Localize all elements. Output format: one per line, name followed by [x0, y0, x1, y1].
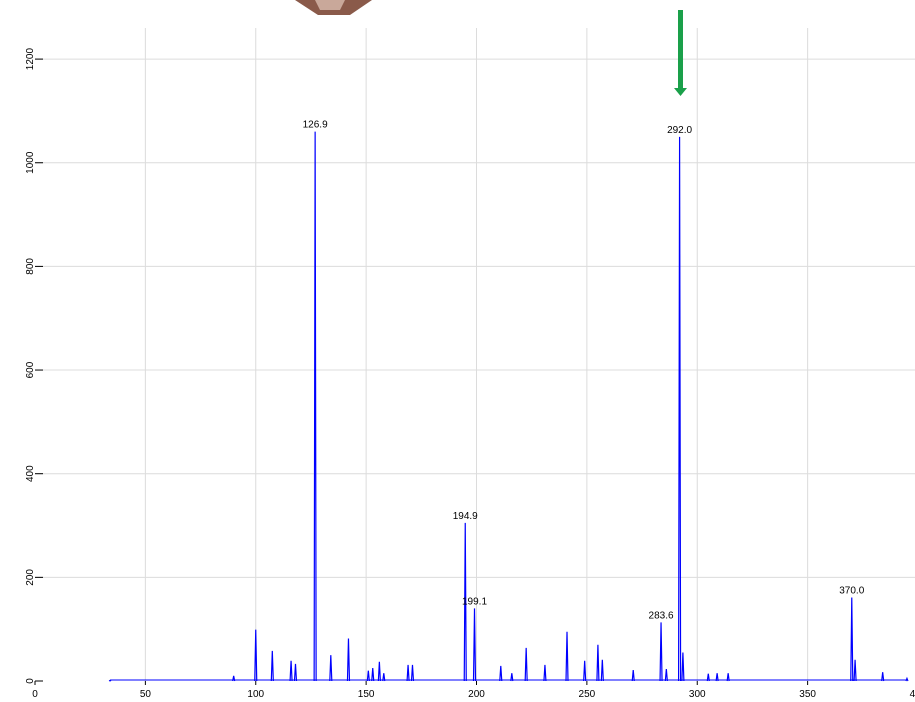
peak: [726, 673, 730, 682]
peak: [543, 664, 547, 682]
arrow-shaft: [678, 10, 683, 88]
peak-label: 283.6: [649, 610, 674, 621]
x-tick-label: 250: [579, 689, 596, 700]
y-tick-label: 0: [25, 678, 36, 684]
peak: [706, 673, 710, 682]
peak: [410, 664, 415, 682]
x-tick-label: 50: [140, 689, 152, 700]
photo-fragment: [315, 0, 345, 10]
peak: [905, 676, 909, 682]
x-tick-label: 400: [910, 689, 915, 700]
peak: [366, 670, 370, 682]
peak: [254, 629, 258, 682]
peak: [499, 665, 503, 682]
peak-label: 194.9: [453, 511, 478, 522]
peak: [289, 660, 293, 682]
y-tick-label: 1200: [25, 48, 36, 71]
peak: [715, 673, 719, 682]
peak: [406, 664, 410, 682]
x-tick-label: 350: [799, 689, 816, 700]
peak: [600, 659, 604, 682]
peak: [583, 660, 587, 682]
x-tick-label: 200: [468, 689, 485, 700]
peak-label: 370.0: [839, 586, 864, 597]
y-tick-label: 200: [25, 569, 36, 586]
peak: [664, 669, 668, 682]
peak: [659, 622, 663, 682]
peak: [108, 679, 112, 682]
peak-label: 126.9: [303, 120, 328, 131]
peak: [881, 672, 885, 682]
peak: [596, 644, 600, 682]
y-tick-label: 400: [25, 465, 36, 482]
peak: [377, 661, 381, 682]
peak: [565, 631, 569, 682]
marks: 126.9 194.9 199.1 283.6 292.0 370.0: [108, 120, 909, 682]
peak: [313, 131, 317, 682]
peak: [329, 655, 333, 682]
x-tick-label: 100: [247, 689, 264, 700]
peak-label: 199.1: [462, 596, 487, 607]
peak: [270, 650, 274, 682]
x-tick-label: 0: [32, 689, 38, 700]
peak: [524, 647, 528, 682]
peak-label: 292.0: [667, 125, 692, 136]
peak: [346, 638, 351, 682]
arrow-head: [674, 88, 687, 96]
peak: [382, 673, 386, 682]
x-tick-label: 300: [689, 689, 706, 700]
y-tick-label: 1000: [25, 151, 36, 174]
peak: [631, 670, 635, 682]
peak: [677, 136, 682, 682]
peak: [681, 652, 685, 682]
peak: [472, 608, 477, 682]
peak: [293, 663, 298, 682]
peak: [853, 659, 857, 682]
peak: [232, 675, 236, 682]
y-tick-label: 800: [25, 258, 36, 275]
peak: [850, 597, 854, 682]
y-tick-label: 600: [25, 361, 36, 378]
peak: [371, 667, 375, 682]
peak: [463, 522, 467, 682]
x-tick-label: 150: [358, 689, 375, 700]
grid: 0 50 100 150 200 250 300 350 400 0 200 400 600 800 100…: [25, 28, 915, 700]
peak: [510, 673, 514, 682]
